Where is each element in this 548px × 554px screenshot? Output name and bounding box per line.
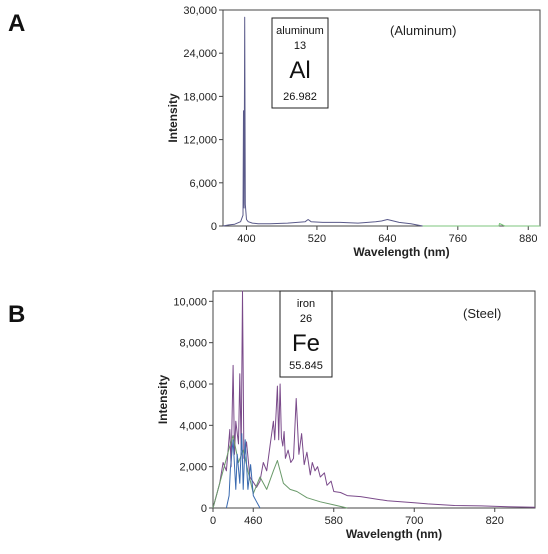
x-tick-label: 700 — [405, 515, 423, 527]
y-tick-label: 6,000 — [179, 379, 207, 391]
series-line-2 — [422, 223, 540, 227]
element-name: aluminum — [276, 25, 324, 37]
y-tick-label: 0 — [201, 503, 207, 515]
element-number: 26 — [300, 313, 312, 325]
element-symbol: Fe — [292, 330, 320, 357]
element-tile: aluminum 13 Al 26.982 — [271, 17, 329, 109]
element-mass: 55.845 — [289, 360, 323, 372]
plot-frame — [222, 9, 541, 227]
y-tick-label: 30,000 — [183, 5, 217, 17]
panel-letter-b: B — [8, 301, 26, 328]
sample-label: (Steel) — [463, 306, 501, 321]
x-tick-label: 520 — [308, 233, 326, 245]
element-mass: 26.982 — [283, 91, 317, 103]
x-tick-label: 820 — [486, 515, 504, 527]
element-tile-border — [271, 17, 329, 109]
x-tick-label: 880 — [519, 233, 537, 245]
sample-label: (Aluminum) — [390, 23, 456, 38]
x-tick-label: 580 — [325, 515, 343, 527]
panel-letter-a: A — [8, 10, 26, 37]
y-axis-label: Intensity — [156, 375, 170, 425]
x-tick-label: 400 — [237, 233, 255, 245]
y-tick-label: 4,000 — [179, 420, 207, 432]
element-symbol: Al — [289, 57, 310, 84]
y-tick-label: 8,000 — [179, 338, 207, 350]
chart-panel-a: A 0 6,000 12,000 18,000 24,000 30,000 400 520 64… — [8, 5, 541, 259]
element-tile: iron 26 Fe 55.845 — [279, 290, 333, 378]
chart-b: 0 2,000 4,000 6,000 8,000 10,000 0 460 580 700 820… — [156, 290, 536, 541]
x-axis-label: Wavelength (nm) — [353, 245, 449, 259]
y-tick-label: 6,000 — [189, 178, 217, 190]
element-number: 13 — [294, 40, 306, 52]
y-tick-label: 18,000 — [183, 91, 217, 103]
y-axis-label: Intensity — [166, 93, 180, 143]
x-axis-label: Wavelength (nm) — [346, 527, 442, 541]
series-line-3 — [225, 433, 261, 509]
element-name: iron — [297, 298, 315, 310]
chart-panel-b: B 0 2,000 4,000 6,000 8,000 10,000 0 460 580 700 8… — [0, 277, 548, 554]
x-tick-label: 760 — [449, 233, 467, 245]
y-tick-label: 10,000 — [173, 296, 207, 308]
x-tick-label: 460 — [244, 515, 262, 527]
series-line-1 — [212, 290, 536, 509]
x-tick-label: 640 — [378, 233, 396, 245]
element-tile-border — [279, 290, 333, 378]
chart-a: 0 6,000 12,000 18,000 24,000 30,000 400 520 640 7… — [166, 5, 541, 259]
y-tick-label: 0 — [211, 221, 217, 233]
plot-frame — [212, 290, 536, 509]
series-line-1 — [222, 16, 423, 227]
x-tick-label: 0 — [210, 515, 216, 527]
y-tick-label: 2,000 — [179, 462, 207, 474]
y-tick-label: 12,000 — [183, 135, 217, 147]
series-line-2 — [212, 435, 348, 509]
y-tick-label: 24,000 — [183, 48, 217, 60]
